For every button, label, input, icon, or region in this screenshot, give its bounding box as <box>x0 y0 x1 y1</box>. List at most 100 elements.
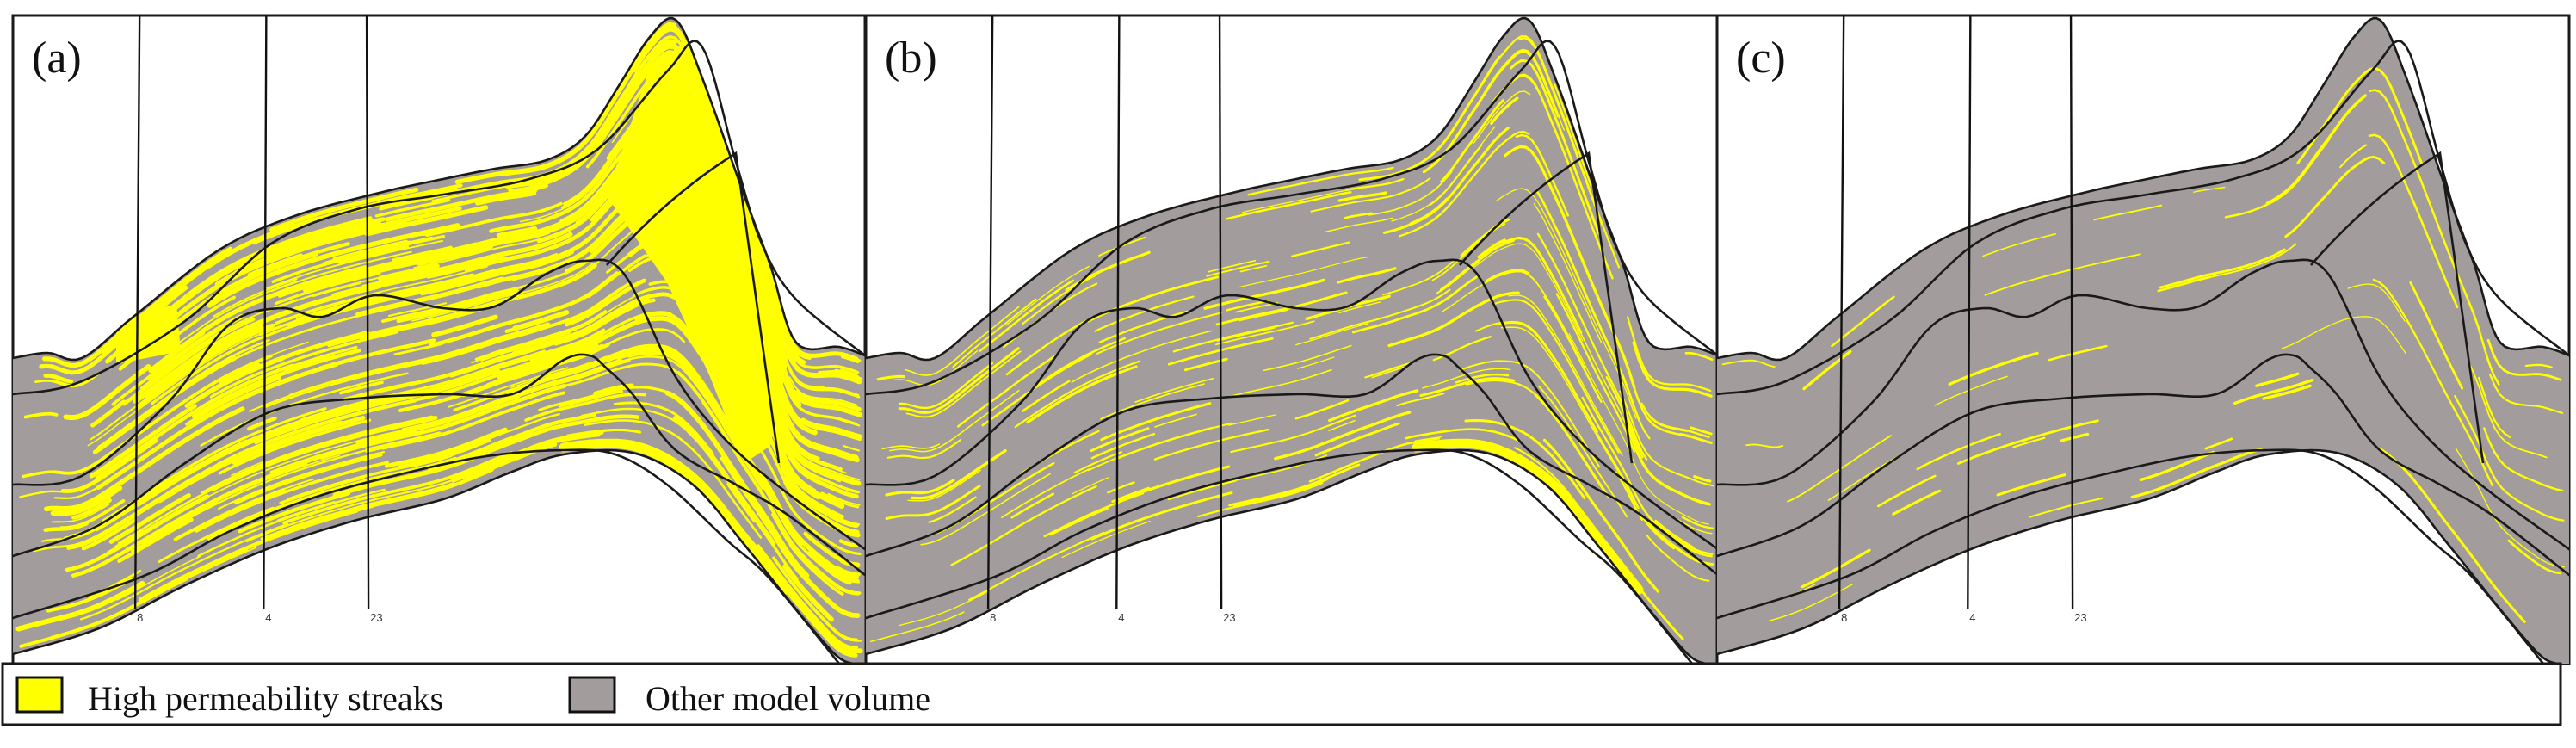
streak <box>235 454 341 493</box>
streak <box>788 376 858 406</box>
streak <box>79 522 289 621</box>
streak <box>245 475 465 543</box>
streak <box>1208 259 1257 273</box>
streak <box>493 328 606 371</box>
streak <box>116 555 201 601</box>
streak <box>1745 443 1784 448</box>
streak <box>652 224 859 499</box>
horizon-3 <box>864 353 1720 577</box>
streak <box>2339 144 2368 169</box>
streak <box>413 164 633 269</box>
streak <box>1206 260 1270 277</box>
streak <box>774 498 859 578</box>
streak <box>1391 126 1496 222</box>
streak <box>213 278 298 318</box>
streak <box>349 184 549 229</box>
streak <box>1619 390 1714 487</box>
streak <box>448 367 569 408</box>
streak <box>277 242 479 298</box>
streak <box>43 521 90 533</box>
streak <box>2093 204 2163 221</box>
streak <box>694 226 819 463</box>
streak <box>263 221 382 262</box>
streak <box>2196 243 2297 281</box>
streak <box>191 376 294 428</box>
streak <box>792 597 824 634</box>
streak <box>2468 362 2548 459</box>
streak <box>800 417 862 439</box>
panel-2: 8 4 23 (b) <box>864 14 1720 665</box>
streak <box>377 263 440 281</box>
streak <box>275 265 488 324</box>
streak <box>485 150 723 266</box>
basal-streak <box>1412 438 1644 595</box>
streak <box>411 262 594 322</box>
streak <box>1035 337 1127 386</box>
streak <box>266 239 444 289</box>
streak <box>2204 437 2233 450</box>
streak <box>547 355 608 380</box>
streak <box>1486 269 1530 281</box>
panel-1: 8 4 23 (a) <box>11 14 867 665</box>
legend-swatch-high-permeability <box>15 676 64 714</box>
streak <box>364 466 423 481</box>
legend-frame <box>1 662 2562 726</box>
streak <box>581 407 692 436</box>
streak <box>1459 360 1601 468</box>
streak <box>247 416 277 431</box>
streak <box>270 250 412 293</box>
streak <box>43 374 74 384</box>
streak <box>647 38 677 61</box>
streak <box>1419 377 1516 398</box>
streak <box>1247 166 1394 196</box>
streak <box>427 412 596 470</box>
streak <box>1197 482 1324 518</box>
streak <box>782 564 834 622</box>
streak <box>1214 320 1315 346</box>
streak <box>125 446 361 551</box>
streak <box>1787 435 1892 503</box>
well-label-23: 23 <box>1223 611 1235 624</box>
streak <box>1010 492 1055 519</box>
streak <box>146 313 244 381</box>
streak <box>1409 197 1449 226</box>
streak <box>303 229 551 294</box>
streak <box>840 355 860 364</box>
streak <box>454 22 677 184</box>
streak <box>1472 90 1531 145</box>
streak <box>263 268 421 313</box>
streak <box>1203 278 1325 310</box>
streak <box>2372 278 2494 487</box>
streak <box>23 411 59 419</box>
streak <box>1116 422 1232 460</box>
streak <box>1508 294 1623 457</box>
streak <box>726 481 757 523</box>
streak <box>1228 463 1361 507</box>
streak <box>122 345 358 461</box>
streak <box>360 304 497 341</box>
streak <box>337 244 410 265</box>
streak <box>1693 474 1712 483</box>
streak <box>90 399 127 428</box>
streak <box>904 306 1020 376</box>
streak <box>2284 155 2386 238</box>
streak <box>889 389 1020 453</box>
streak <box>648 280 689 299</box>
streak <box>189 271 222 294</box>
streak <box>511 292 728 378</box>
streak <box>1684 543 1714 555</box>
streak <box>1351 275 1479 334</box>
streak <box>1295 323 1369 346</box>
streak <box>2048 344 2108 362</box>
streak <box>2233 378 2314 405</box>
streak <box>231 461 263 477</box>
streak <box>117 517 194 564</box>
streak <box>184 330 370 408</box>
streak <box>216 248 327 294</box>
streak <box>1640 402 1710 438</box>
streak <box>833 516 859 528</box>
streak <box>726 337 845 510</box>
streak <box>898 362 994 410</box>
streak <box>593 53 714 154</box>
streak <box>50 549 248 638</box>
